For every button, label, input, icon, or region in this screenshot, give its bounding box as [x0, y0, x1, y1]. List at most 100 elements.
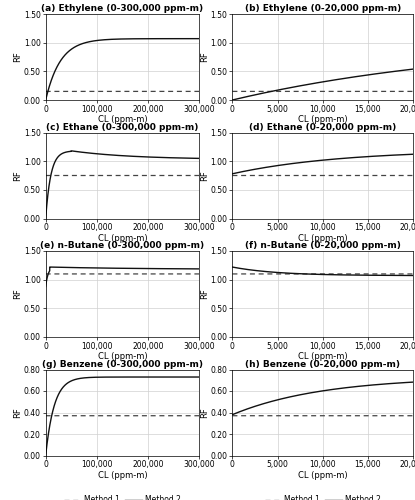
- Method 1: [104, 88, 109, 94]
- Method 2: [137, 154, 142, 160]
- Method 2: [290, 84, 295, 90]
- Method 2: [190, 155, 195, 161]
- Method 2: [94, 38, 99, 44]
- Method 2: [402, 152, 407, 158]
- Title: (c) Ethane (0-300,000 ppm-m): (c) Ethane (0-300,000 ppm-m): [46, 122, 199, 132]
- Method 1: [104, 271, 109, 277]
- Method 1: [410, 412, 415, 418]
- X-axis label: CL (ppm-m): CL (ppm-m): [298, 352, 347, 361]
- Line: Method 2: Method 2: [46, 151, 199, 218]
- X-axis label: CL (ppm-m): CL (ppm-m): [98, 116, 147, 124]
- Method 1: [104, 172, 109, 178]
- Method 1: [74, 172, 79, 178]
- Method 2: [94, 151, 99, 157]
- Method 2: [197, 266, 202, 272]
- Method 2: [47, 264, 52, 270]
- Title: (f) n-Butane (0-20,000 ppm-m): (f) n-Butane (0-20,000 ppm-m): [245, 241, 400, 250]
- Line: Method 2: Method 2: [46, 377, 199, 456]
- Method 2: [266, 164, 271, 170]
- Method 1: [94, 412, 99, 418]
- Method 2: [317, 158, 322, 164]
- Method 1: [94, 88, 99, 94]
- Method 2: [197, 36, 202, 42]
- Method 2: [266, 89, 271, 95]
- Method 2: [137, 266, 142, 272]
- Method 2: [197, 156, 202, 162]
- Legend: Method 1, Method 2: Method 1, Method 2: [64, 496, 181, 500]
- Method 1: [317, 172, 322, 178]
- Legend: Method 1, Method 2: Method 1, Method 2: [64, 140, 181, 149]
- Method 1: [266, 412, 271, 418]
- Method 2: [104, 36, 109, 43]
- Method 2: [402, 272, 407, 278]
- Title: (a) Ethylene (0-300,000 ppm-m): (a) Ethylene (0-300,000 ppm-m): [42, 4, 203, 13]
- Method 2: [190, 36, 195, 42]
- Title: (b) Ethylene (0-20,000 ppm-m): (b) Ethylene (0-20,000 ppm-m): [244, 4, 401, 13]
- Method 1: [402, 271, 407, 277]
- Method 1: [266, 172, 271, 178]
- Method 2: [74, 148, 79, 154]
- Method 2: [410, 379, 415, 385]
- Method 2: [339, 156, 344, 162]
- Method 1: [136, 271, 141, 277]
- X-axis label: CL (ppm-m): CL (ppm-m): [298, 471, 347, 480]
- Method 2: [339, 272, 344, 278]
- Method 1: [230, 412, 235, 418]
- Method 2: [317, 80, 322, 86]
- Method 1: [74, 271, 79, 277]
- Method 1: [117, 412, 122, 418]
- Method 1: [302, 412, 307, 418]
- Method 2: [410, 151, 415, 157]
- Method 2: [104, 152, 109, 158]
- Y-axis label: RF: RF: [13, 288, 22, 300]
- Method 1: [290, 88, 295, 94]
- Method 1: [230, 88, 235, 94]
- Method 1: [43, 271, 48, 277]
- Method 2: [402, 380, 407, 386]
- Method 2: [104, 374, 109, 380]
- Method 2: [43, 452, 48, 458]
- Method 1: [190, 88, 195, 94]
- Method 2: [339, 76, 344, 82]
- Method 2: [117, 266, 122, 272]
- Method 1: [197, 412, 202, 418]
- Method 1: [197, 88, 202, 94]
- Method 1: [290, 172, 295, 178]
- Method 2: [104, 265, 109, 271]
- X-axis label: CL (ppm-m): CL (ppm-m): [298, 234, 347, 243]
- Method 1: [410, 88, 415, 94]
- Line: Method 2: Method 2: [232, 154, 413, 174]
- Method 1: [302, 271, 307, 277]
- Method 2: [402, 67, 407, 73]
- Legend: Method 1, Method 2: Method 1, Method 2: [265, 377, 381, 386]
- Method 2: [230, 171, 235, 177]
- Method 2: [410, 272, 415, 278]
- Method 1: [339, 172, 344, 178]
- Method 2: [117, 36, 122, 42]
- Line: Method 2: Method 2: [232, 267, 413, 276]
- Method 1: [266, 88, 271, 94]
- Y-axis label: RF: RF: [200, 407, 209, 418]
- Method 2: [43, 216, 48, 222]
- Method 1: [290, 271, 295, 277]
- Method 1: [117, 172, 122, 178]
- Method 2: [74, 43, 79, 49]
- Method 1: [94, 172, 99, 178]
- Method 1: [339, 412, 344, 418]
- Method 1: [266, 271, 271, 277]
- Method 1: [43, 88, 48, 94]
- Method 1: [317, 271, 322, 277]
- Method 1: [197, 271, 202, 277]
- Method 2: [69, 148, 74, 154]
- Method 2: [94, 374, 99, 380]
- Method 2: [117, 374, 122, 380]
- Method 2: [410, 66, 415, 72]
- X-axis label: CL (ppm-m): CL (ppm-m): [98, 352, 147, 361]
- Method 2: [230, 97, 235, 103]
- Method 1: [302, 172, 307, 178]
- Method 2: [317, 388, 322, 394]
- Legend: Method 1, Method 2: Method 1, Method 2: [265, 496, 381, 500]
- Y-axis label: RF: RF: [13, 52, 22, 62]
- X-axis label: CL (ppm-m): CL (ppm-m): [98, 471, 147, 480]
- Method 1: [402, 172, 407, 178]
